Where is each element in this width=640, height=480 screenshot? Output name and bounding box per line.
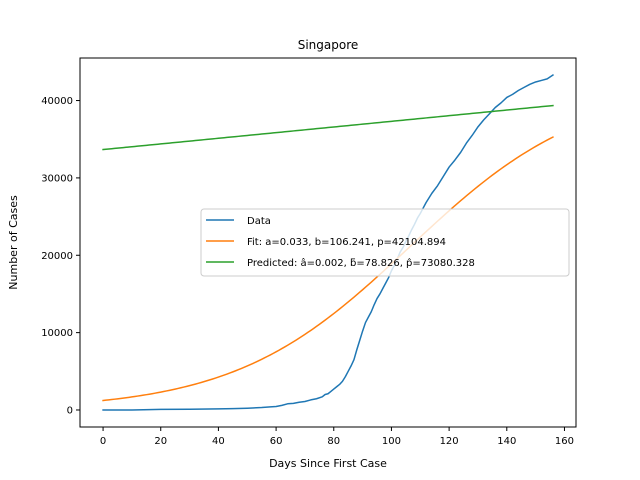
x-tick-label: 80 [327, 436, 340, 447]
y-tick-label: 10000 [41, 328, 73, 339]
x-tick-label: 140 [497, 436, 516, 447]
legend: Data Fit: a=0.033, b=106.241, p=42104.894… [200, 208, 570, 277]
x-tick-label: 0 [100, 436, 106, 447]
series-line-1 [102, 136, 554, 402]
x-tick-label: 120 [440, 436, 459, 447]
y-tick-label: 0 [67, 405, 73, 416]
x-axis-label: Days Since First Case [269, 457, 387, 470]
x-axis: 0 20 40 60 80 100 120 140 160 [100, 427, 574, 447]
x-tick-label: 160 [555, 436, 574, 447]
series-layer [102, 73, 554, 411]
y-tick-label: 20000 [41, 251, 73, 262]
x-tick-label: 20 [154, 436, 167, 447]
series-line-2 [102, 104, 554, 151]
y-axis: 0 10000 20000 30000 40000 [41, 96, 80, 416]
y-tick-label: 30000 [41, 173, 73, 184]
x-tick-label: 100 [382, 436, 401, 447]
chart-title: Singapore [298, 38, 359, 52]
x-tick-label: 40 [212, 436, 225, 447]
legend-label-0: Data [247, 216, 271, 227]
plot-frame [79, 57, 577, 428]
legend-label-2: Predicted: â=0.002, ƃ=78.826, p̂=73080.3… [247, 257, 475, 269]
y-axis-label: Number of Cases [7, 195, 20, 290]
series-line-0 [102, 73, 554, 411]
y-tick-label: 40000 [41, 96, 73, 107]
legend-label-1: Fit: a=0.033, b=106.241, p=42104.894 [247, 237, 446, 248]
x-tick-label: 60 [270, 436, 283, 447]
legend-box [200, 208, 570, 277]
